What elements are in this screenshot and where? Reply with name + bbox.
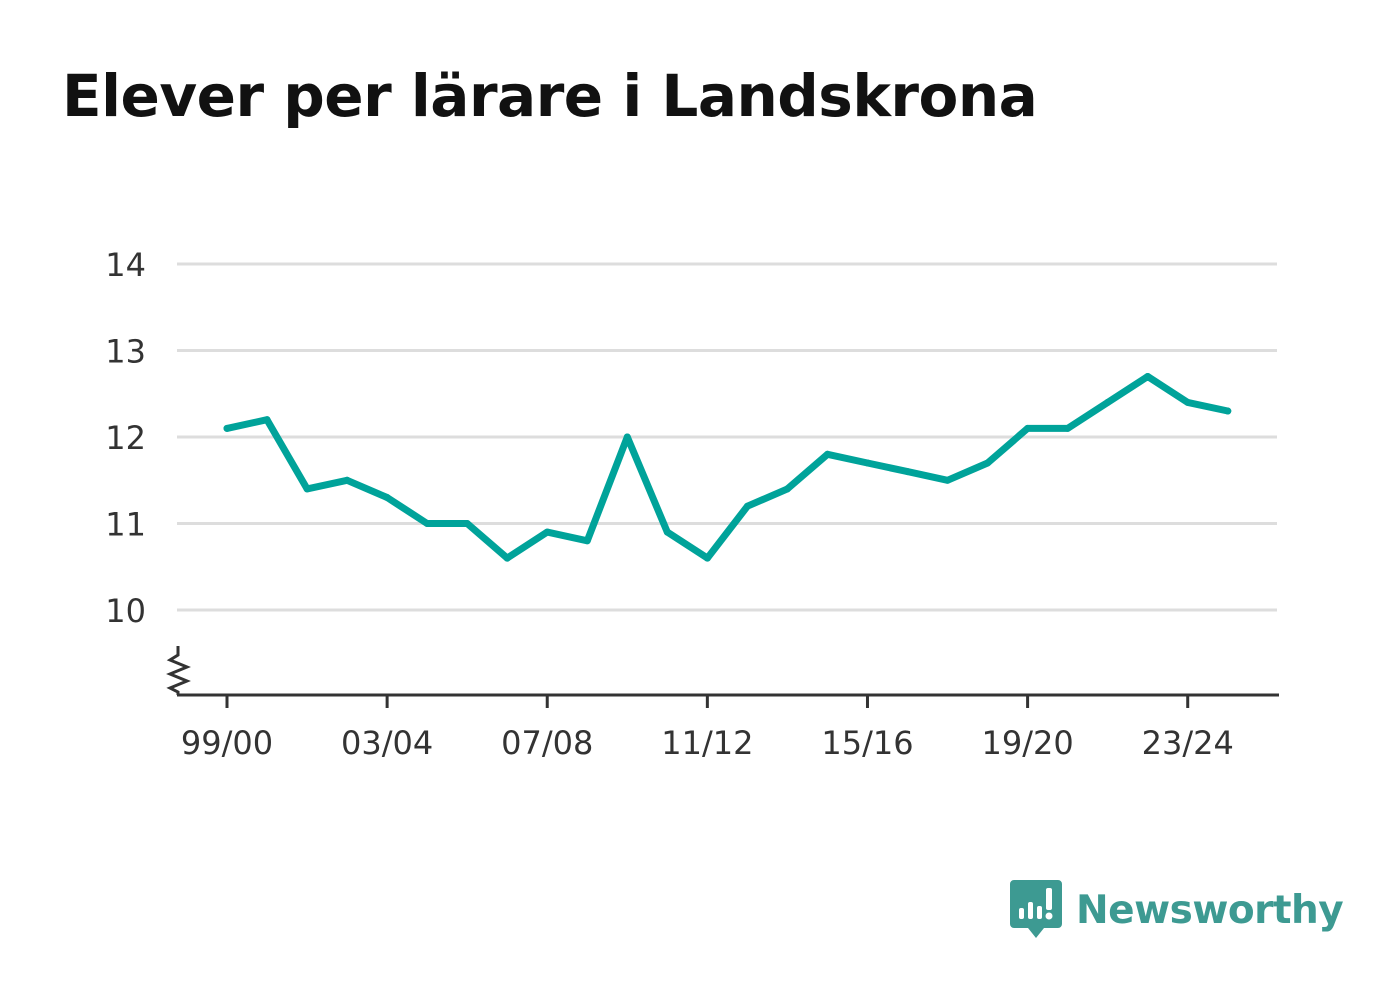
data-point-05/06 bbox=[463, 520, 471, 527]
newsworthy-logo-text: Newsworthy bbox=[1076, 887, 1344, 933]
data-point-18/19 bbox=[984, 459, 992, 467]
y-axis-tick-labels: 10 11 12 13 14 bbox=[105, 246, 146, 630]
x-tick-label: 07/08 bbox=[501, 724, 593, 762]
x-tick-label: 11/12 bbox=[661, 724, 753, 762]
series-group bbox=[223, 372, 1232, 562]
data-point-00/01 bbox=[263, 416, 271, 424]
data-point-03/04 bbox=[383, 494, 391, 502]
data-point-12/13 bbox=[743, 502, 751, 510]
data-point-14/15 bbox=[823, 450, 831, 458]
data-point-01/02 bbox=[303, 485, 311, 493]
series-line bbox=[223, 373, 1232, 562]
data-point-17/18 bbox=[944, 476, 952, 484]
newsworthy-logo: Newsworthy bbox=[1010, 878, 1344, 942]
data-point-21/22 bbox=[1104, 398, 1112, 406]
data-point-99/00 bbox=[223, 424, 231, 432]
data-point-20/21 bbox=[1064, 424, 1072, 432]
data-point-09/10 bbox=[623, 433, 631, 441]
y-tick-label-11: 11 bbox=[105, 506, 146, 544]
gridlines bbox=[177, 262, 1277, 612]
y-axis-break-mark bbox=[166, 646, 191, 695]
y-tick-label-12: 12 bbox=[105, 419, 146, 457]
data-point-19/20 bbox=[1024, 424, 1032, 432]
y-tick-label-14: 14 bbox=[105, 246, 146, 284]
data-point-10/11 bbox=[663, 528, 671, 536]
data-point-11/12 bbox=[703, 554, 711, 562]
data-point-04/05 bbox=[423, 520, 431, 527]
y-tick-label-13: 13 bbox=[105, 333, 146, 371]
data-point-24/25 bbox=[1224, 407, 1232, 415]
data-point-08/09 bbox=[583, 537, 591, 545]
x-axis: 99/00 03/04 07/08 11/12 15/16 19/20 23/24 bbox=[166, 646, 1279, 762]
data-point-16/17 bbox=[904, 468, 912, 476]
data-point-07/08 bbox=[543, 528, 551, 536]
x-tick-label: 23/24 bbox=[1142, 724, 1234, 762]
x-tick-label: 03/04 bbox=[341, 724, 433, 762]
y-tick-label-10: 10 bbox=[105, 592, 146, 630]
data-point-15/16 bbox=[863, 459, 871, 467]
data-point-22/23 bbox=[1144, 372, 1152, 380]
x-tick-label: 99/00 bbox=[181, 724, 273, 762]
newsworthy-logo-icon bbox=[1010, 880, 1062, 938]
data-point-02/03 bbox=[343, 476, 351, 484]
data-point-06/07 bbox=[503, 554, 511, 562]
data-point-23/24 bbox=[1184, 398, 1192, 406]
data-point-13/14 bbox=[783, 485, 791, 493]
x-tick-label: 15/16 bbox=[821, 724, 913, 762]
x-tick-label: 19/20 bbox=[981, 724, 1073, 762]
chart-title: Elever per lärare i Landskrona bbox=[62, 62, 1038, 130]
